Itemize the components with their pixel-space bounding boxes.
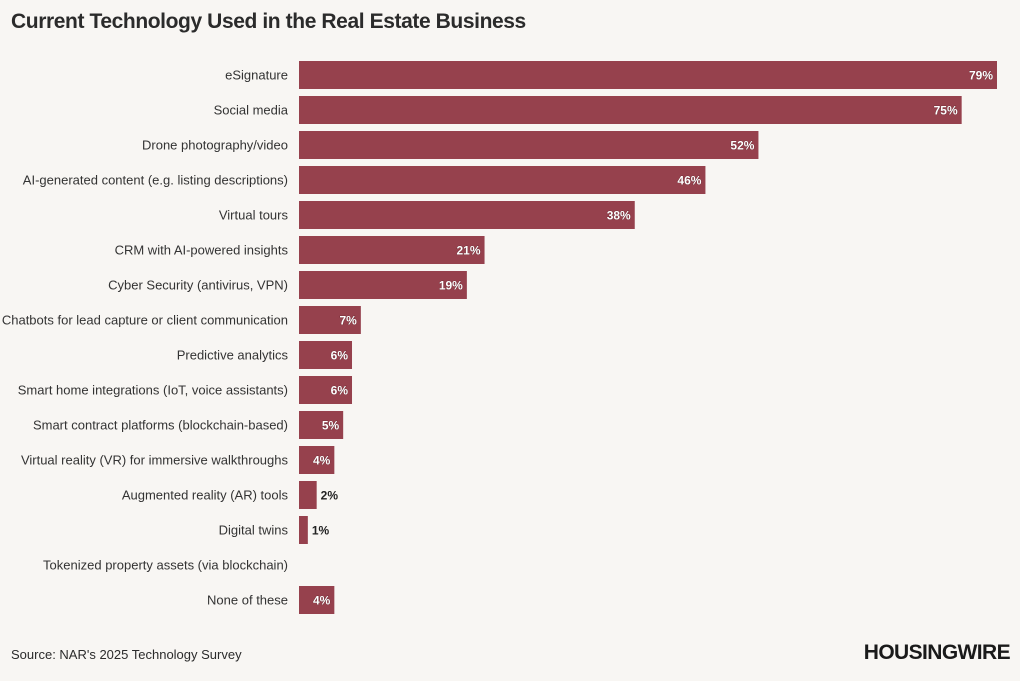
source-note: Source: NAR's 2025 Technology Survey: [11, 647, 242, 662]
chart-title: Current Technology Used in the Real Esta…: [11, 10, 526, 33]
category-label: Chatbots for lead capture or client comm…: [2, 313, 288, 328]
value-label: 2%: [321, 489, 339, 503]
bar: [299, 166, 706, 194]
bar: [299, 236, 485, 264]
bar: [299, 201, 635, 229]
bar: [299, 131, 759, 159]
category-label: Cyber Security (antivirus, VPN): [108, 278, 288, 293]
category-label: eSignature: [225, 68, 288, 83]
value-label: 6%: [331, 349, 349, 363]
category-label: Augmented reality (AR) tools: [122, 488, 289, 503]
category-label: Social media: [214, 103, 289, 118]
value-label: 75%: [934, 104, 958, 118]
bar: [299, 306, 361, 334]
value-label: 79%: [969, 69, 993, 83]
bar: [299, 411, 344, 439]
value-label: 52%: [730, 139, 754, 153]
housingwire-logo: HOUSINGWIRE: [863, 641, 1011, 664]
value-label: 19%: [439, 279, 463, 293]
value-label: 6%: [331, 384, 349, 398]
category-label: Smart contract platforms (blockchain-bas…: [33, 418, 288, 433]
value-label: 5%: [322, 419, 340, 433]
category-label: Digital twins: [219, 523, 289, 538]
category-label: Predictive analytics: [177, 348, 289, 363]
category-label: Drone photography/video: [142, 138, 288, 153]
value-label: 21%: [457, 244, 481, 258]
bar: [299, 481, 317, 509]
category-label: Virtual reality (VR) for immersive walkt…: [21, 453, 289, 468]
category-label: AI-generated content (e.g. listing descr…: [23, 173, 288, 188]
bar: [299, 341, 353, 369]
value-label: 4%: [313, 454, 331, 468]
bar: [299, 446, 335, 474]
bar: [299, 376, 353, 404]
value-label: 1%: [312, 524, 330, 538]
bar: [299, 96, 962, 124]
bar: [299, 516, 308, 544]
value-label: 46%: [677, 174, 701, 188]
value-label: 7%: [340, 314, 358, 328]
value-label: 38%: [607, 209, 631, 223]
bar: [299, 61, 997, 89]
bar: [299, 586, 335, 614]
category-label: None of these: [207, 593, 288, 608]
category-label: Virtual tours: [219, 208, 289, 223]
bar: [299, 271, 467, 299]
value-label: 4%: [313, 594, 331, 608]
category-label: Smart home integrations (IoT, voice assi…: [18, 383, 288, 398]
category-label: Tokenized property assets (via blockchai…: [43, 558, 288, 573]
category-label: CRM with AI-powered insights: [115, 243, 289, 258]
